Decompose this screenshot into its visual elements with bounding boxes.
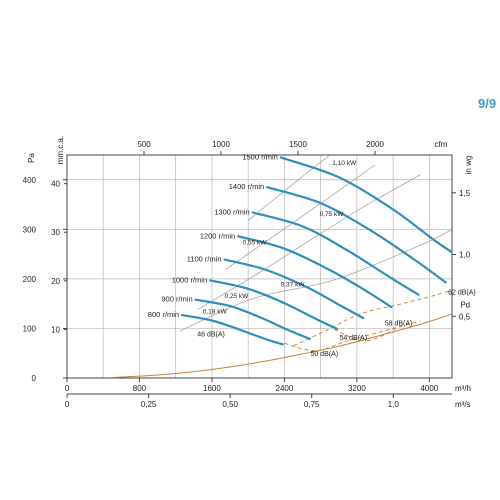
speed-curve — [194, 298, 311, 340]
m3s-tick-label: 0,25 — [141, 400, 157, 409]
sound-contour — [334, 325, 403, 342]
sound-label: 62 dB(A) — [448, 290, 476, 297]
sound-label: 54 dB(A) — [339, 335, 367, 342]
mmca-tick-label: 40 — [51, 180, 60, 189]
m3s-tick-label: 0,50 — [222, 400, 238, 409]
speed-curve — [209, 279, 339, 330]
inwg-tick-label: 0,5 — [459, 312, 471, 321]
speed-label: 800 r/min — [148, 310, 179, 319]
m3h-tick-label: 0 — [65, 384, 70, 393]
power-label: 0,55 kW — [243, 240, 268, 247]
inwg-tick-label: 1,0 — [459, 251, 471, 260]
system-line — [247, 155, 330, 221]
power-label: 0,18 kW — [203, 309, 228, 316]
sound-label: 46 dB(A) — [197, 331, 225, 338]
m3h-tick-label: 800 — [133, 384, 147, 393]
cfm-tick-label: 2000 — [366, 140, 384, 149]
mmca-axis-unit: mm.c.a. — [56, 136, 65, 164]
speed-curve — [223, 258, 365, 320]
speed-label: 1400 r/min — [229, 182, 264, 191]
m3s-tick-label: 0,75 — [304, 400, 320, 409]
power-label: 0,25 kW — [224, 293, 249, 300]
m3h-tick-label: 3200 — [348, 384, 366, 393]
speed-curve — [279, 156, 452, 254]
m3s-tick-label: 1,0 — [388, 400, 400, 409]
speed-curve — [266, 186, 447, 284]
power-label: 1,10 kW — [332, 160, 357, 167]
pa-tick-label: 400 — [23, 176, 37, 185]
system-line — [225, 164, 376, 270]
sound-label: 58 dB(A) — [385, 320, 413, 327]
speed-label: 1300 r/min — [214, 207, 249, 216]
m3h-axis-unit: m³/h — [455, 384, 471, 393]
pa-tick-label: 200 — [23, 275, 37, 284]
mmca-tick-label: 10 — [51, 325, 60, 334]
speed-label: 1200 r/min — [200, 231, 235, 240]
sound-contour — [293, 288, 452, 347]
pa-axis-unit: Pa — [27, 153, 36, 163]
pa-tick-label: 100 — [23, 324, 37, 333]
speed-label: 1100 r/min — [187, 255, 222, 264]
cfm-tick-label: 1000 — [212, 140, 230, 149]
power-label: 0,75 kW — [320, 211, 345, 218]
plot-frame — [66, 154, 453, 379]
cfm-axis-unit: cfm — [435, 140, 448, 149]
mmca-tick-label: 30 — [51, 228, 60, 237]
speed-label: 1000 r/min — [172, 275, 207, 284]
speed-label: 1500 r/min — [242, 152, 277, 161]
pa-tick-label: 300 — [23, 225, 37, 234]
sound-contour — [284, 320, 421, 352]
speed-label: 900 r/min — [161, 295, 192, 304]
mmca-tick-label: 20 — [51, 277, 60, 286]
speed-curve — [237, 235, 393, 309]
system-line — [180, 228, 452, 332]
pd-label: Pd — [460, 301, 470, 310]
pa-tick-label: 0 — [32, 374, 37, 383]
speed-curve — [251, 211, 420, 296]
sound-label: 50 dB(A) — [310, 351, 338, 358]
cfm-tick-label: 1500 — [289, 140, 307, 149]
m3h-tick-label: 1600 — [203, 384, 221, 393]
m3h-tick-label: 4000 — [420, 384, 438, 393]
m3h-tick-label: 2400 — [276, 384, 294, 393]
cfm-tick-label: 500 — [137, 140, 151, 149]
power-label: 0,37 kW — [281, 281, 306, 288]
m3s-axis-unit: m³/s — [455, 400, 471, 409]
inwg-axis-unit: in wg — [464, 156, 473, 175]
page-badge: 9/9 — [478, 96, 497, 111]
m3s-tick-label: 0 — [65, 400, 70, 409]
pd-curve — [112, 313, 452, 378]
system-line — [198, 174, 421, 310]
inwg-tick-label: 1,5 — [459, 189, 471, 198]
speed-curve — [180, 314, 284, 346]
